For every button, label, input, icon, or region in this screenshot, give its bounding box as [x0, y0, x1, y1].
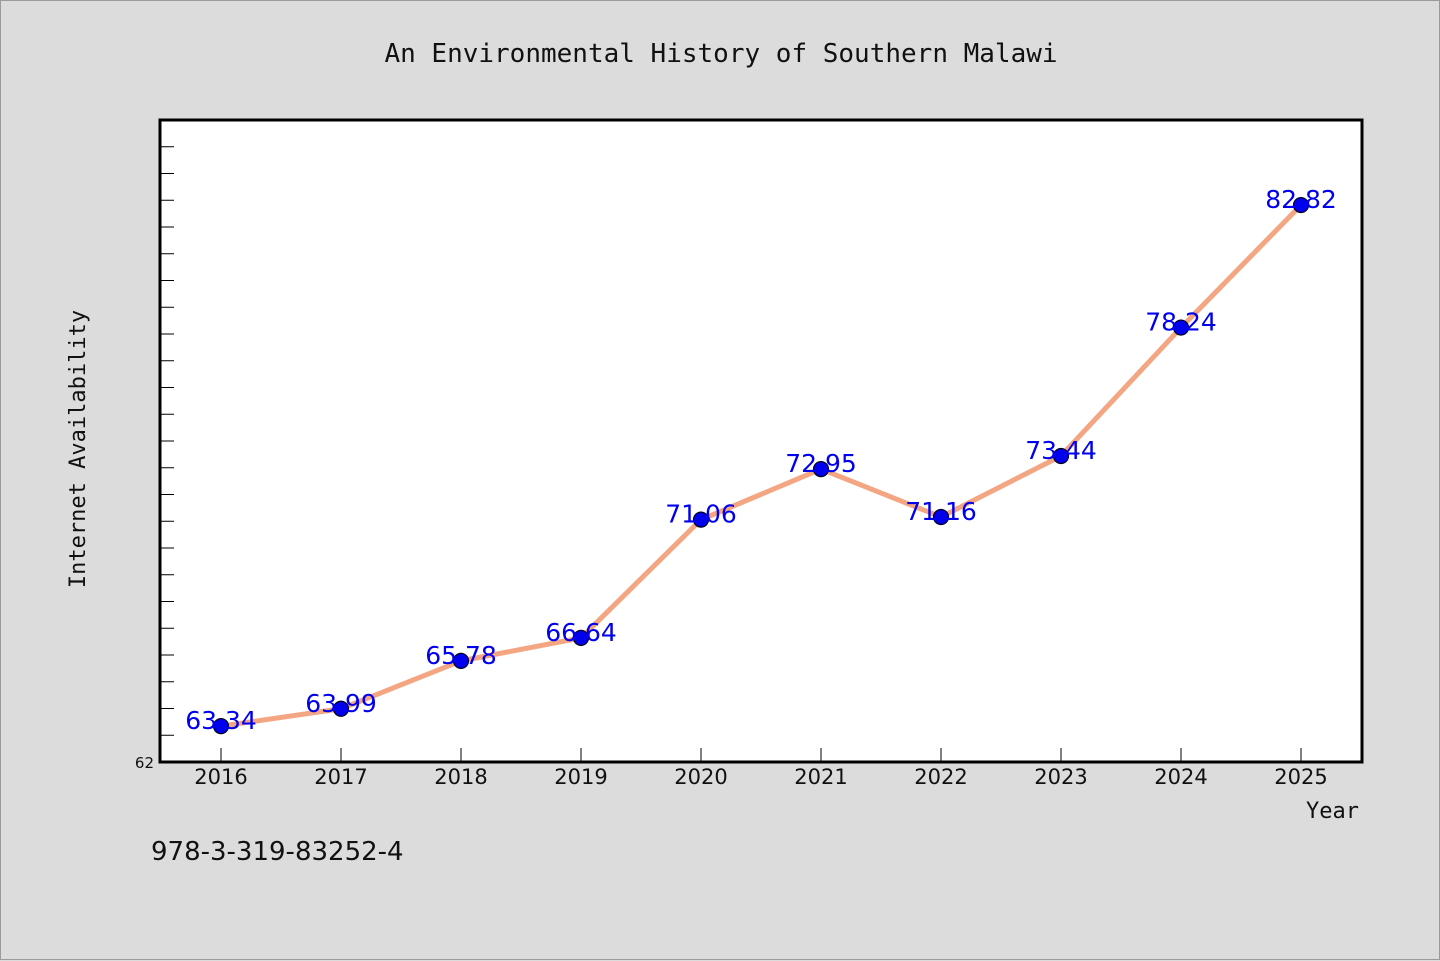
- y-tick-label: 62: [135, 754, 154, 772]
- data-point-2020: [692, 511, 710, 528]
- x-tick-label: 2020: [674, 765, 727, 789]
- data-point-2021: [812, 460, 830, 478]
- data-label-2017: 63.99: [305, 689, 377, 718]
- x-axis-tick-labels: 2016 2017 2018 2019 2020 2021 2022 2023 2024 2025: [194, 765, 1327, 789]
- data-point-2023: [1052, 447, 1070, 465]
- data-markers: [212, 196, 1310, 735]
- data-point-2018: [452, 652, 470, 669]
- data-point-2017: [332, 700, 350, 717]
- x-tick-label: 2025: [1274, 765, 1327, 789]
- x-axis-label: Year: [1306, 799, 1359, 824]
- y-axis-tick-labels: 62: [135, 754, 154, 772]
- x-axis-ticks: [220, 748, 1302, 762]
- series-line: [218, 202, 1304, 729]
- series-line-group: [218, 202, 1304, 729]
- data-label-2022: 71.16: [905, 497, 977, 526]
- y-axis-ticks: [160, 146, 174, 736]
- x-tick-label: 2017: [314, 765, 367, 789]
- data-point-2025: [1292, 196, 1310, 214]
- x-tick-label: 2021: [794, 765, 847, 789]
- data-label-2024: 78.24: [1145, 308, 1217, 337]
- data-point-2024: [1172, 319, 1190, 336]
- data-label-2018: 65.78: [425, 641, 497, 670]
- x-tick-label: 2023: [1034, 765, 1087, 789]
- x-tick-label: 2018: [434, 765, 487, 789]
- data-point-2016: [212, 718, 230, 735]
- data-label-2020: 71.06: [665, 500, 737, 529]
- data-labels: 63.34 63.99 65.78 66.64 71.06 72.95 71.16 73.44…: [185, 185, 1337, 735]
- plot-area: [158, 118, 1364, 764]
- x-tick-label: 2019: [554, 765, 607, 789]
- x-tick-label: 2016: [194, 765, 247, 789]
- data-point-2019: [572, 629, 590, 646]
- data-label-2019: 66.64: [545, 618, 617, 647]
- data-label-2021: 72.95: [785, 449, 857, 478]
- x-tick-label: 2022: [914, 765, 967, 789]
- isbn-footer: 978-3-319-83252-4: [151, 837, 404, 867]
- y-axis-label: Internet Availability: [66, 310, 91, 588]
- data-label-2023: 73.44: [1025, 436, 1097, 465]
- x-tick-label: 2024: [1154, 765, 1207, 789]
- data-label-2016: 63.34: [185, 706, 257, 735]
- data-point-2022: [932, 508, 950, 526]
- data-label-2025: 82.82: [1265, 185, 1337, 214]
- chart-title: An Environmental History of Southern Mal…: [384, 39, 1057, 69]
